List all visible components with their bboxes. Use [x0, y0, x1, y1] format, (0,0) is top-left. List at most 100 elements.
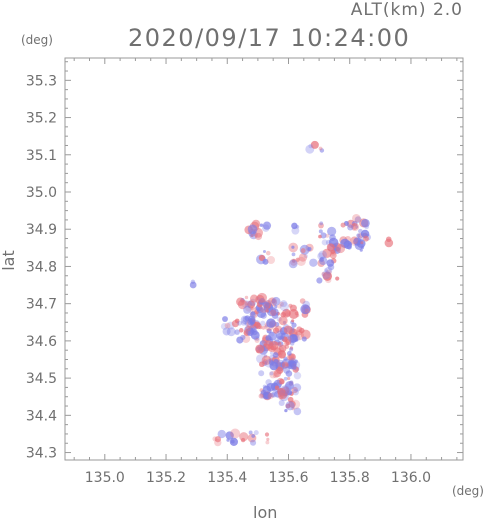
echo-cell [257, 292, 267, 303]
echo-cell [279, 378, 285, 385]
echo-cell [269, 309, 277, 316]
echo-cell [335, 276, 340, 281]
echo-cell [250, 311, 256, 316]
echo-cell [291, 322, 297, 328]
echo-cell [318, 234, 322, 239]
echo-cell [340, 222, 346, 228]
echo-cell [222, 316, 228, 322]
y-tick-label: 34.3 [26, 446, 57, 462]
echo-cell [352, 214, 361, 223]
echo-cell [214, 436, 221, 443]
x-tick-label: 135.2 [146, 470, 186, 486]
echo-cell [273, 369, 282, 378]
echo-cell [269, 331, 275, 337]
echo-cell [304, 308, 309, 313]
echo-cell [279, 392, 285, 398]
echo-cell [242, 316, 249, 323]
echo-cell [265, 440, 270, 445]
y-tick-label: 34.4 [26, 408, 57, 424]
echo-cell [251, 434, 256, 438]
echo-cell [289, 304, 297, 312]
echo-cell [320, 232, 327, 239]
echo-cell [250, 233, 254, 238]
echo-cell [321, 270, 331, 280]
y-tick-label: 35.1 [26, 148, 57, 164]
echo-cell [259, 223, 264, 227]
echo-cell [279, 301, 284, 307]
echo-cell [266, 318, 276, 328]
echo-cell [261, 325, 266, 330]
echo-cell [272, 352, 279, 358]
echo-cell [354, 237, 359, 243]
echo-cell [265, 299, 272, 307]
echo-cell [289, 346, 294, 350]
echo-cell [324, 268, 328, 273]
echo-cell [244, 295, 249, 300]
echo-cell [267, 393, 274, 400]
echo-cell [329, 251, 337, 259]
echo-cluster [318, 219, 370, 254]
y-tick-label: 34.8 [26, 259, 57, 275]
echo-cell [286, 390, 293, 396]
echo-cell [264, 432, 270, 437]
echo-cell [274, 305, 278, 309]
echo-cell [310, 140, 319, 149]
echo-cell [321, 239, 328, 246]
echo-cell [347, 224, 354, 231]
echo-cell [253, 430, 259, 436]
plot-frame [64, 57, 464, 461]
echo-cell [295, 257, 300, 262]
echo-cell [264, 302, 271, 309]
echo-cell [274, 385, 280, 390]
y-tick-label: 35.2 [26, 111, 57, 127]
echo-cell [265, 335, 272, 342]
echo-cell [291, 222, 298, 230]
echo-cell [289, 334, 298, 343]
echo-cell [281, 361, 289, 369]
echo-cell [254, 232, 263, 241]
x-tick-label: 135.0 [85, 470, 125, 486]
echo-cell [266, 382, 276, 392]
echo-cell [288, 259, 298, 269]
echo-cell [319, 257, 324, 262]
echo-cluster [212, 436, 222, 447]
echo-cell [290, 399, 301, 410]
echo-cell [262, 301, 270, 309]
echo-cluster [277, 385, 302, 416]
echo-cell [222, 327, 231, 336]
echo-cell [279, 390, 285, 396]
echo-cell [262, 249, 267, 254]
echo-cell [279, 301, 289, 312]
y-unit-label: (deg) [21, 33, 53, 47]
echo-cell [287, 376, 291, 381]
y-tick-label: 34.5 [26, 371, 57, 387]
echo-cell [236, 336, 244, 344]
echo-cell [240, 437, 246, 443]
echo-cell [316, 277, 323, 284]
echo-cell [285, 403, 291, 409]
echo-cell [269, 361, 279, 371]
echo-cell [291, 252, 296, 257]
echo-cell [230, 439, 235, 444]
x-tick-label: 135.4 [207, 470, 247, 486]
echo-cluster [352, 214, 372, 243]
x-tick-label: 135.6 [268, 470, 308, 486]
echo-cell [225, 431, 234, 440]
echo-cell [360, 229, 370, 239]
echo-cell [266, 250, 271, 256]
echo-cluster [244, 219, 272, 241]
echo-cell [243, 330, 249, 336]
echo-cell [284, 312, 289, 317]
echo-cell [258, 370, 265, 377]
echo-cell [260, 312, 267, 319]
echo-cell [384, 238, 394, 248]
echo-cell [279, 335, 285, 341]
echo-cell [266, 255, 276, 265]
echo-cell [277, 387, 286, 396]
chart-title: 2020/09/17 10:24:00 [128, 24, 411, 52]
x-unit-label: (deg) [452, 484, 484, 498]
echo-cell [356, 233, 361, 238]
x-axis-label: lon [253, 503, 278, 522]
echo-cell [278, 399, 285, 406]
echo-cell [325, 276, 332, 284]
